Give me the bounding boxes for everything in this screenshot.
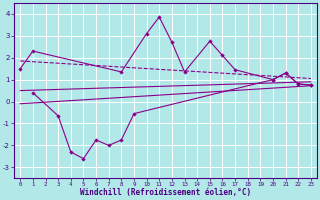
X-axis label: Windchill (Refroidissement éolien,°C): Windchill (Refroidissement éolien,°C) [80,188,251,197]
